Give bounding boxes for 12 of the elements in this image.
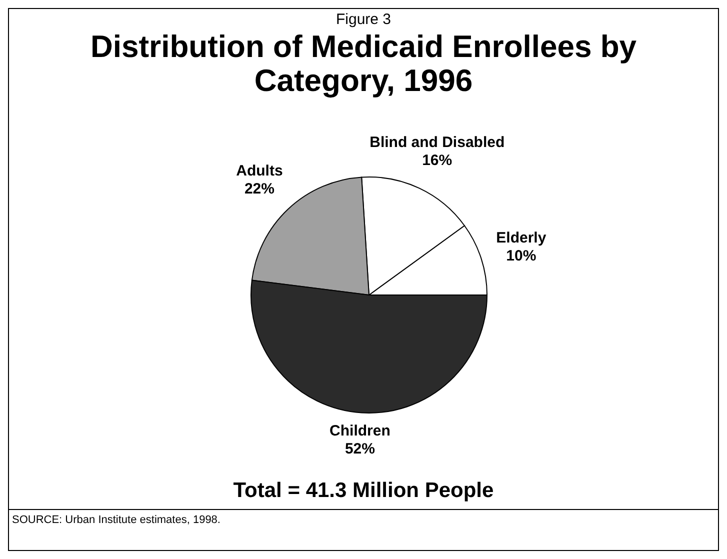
data-label: 16% [422,152,452,170]
data-label: 52% [344,440,375,458]
chart-subtitle: Figure 3 [334,11,392,28]
chart-title: Distribution of Medicaid Enrollees by Category, 1996 [89,29,638,98]
slice-label: Children [330,422,390,440]
data-label: 10% [506,248,536,265]
source-note: SOURCE: Urban Institute estimates, 1998. [9,509,718,530]
data-label: 22% [244,180,274,198]
slice-label: Adults [236,162,283,180]
text: Total = 41.3 Million People [232,479,495,503]
slice-label: Elderly [496,230,547,247]
slice-label: Blind and Disabled [370,134,505,152]
